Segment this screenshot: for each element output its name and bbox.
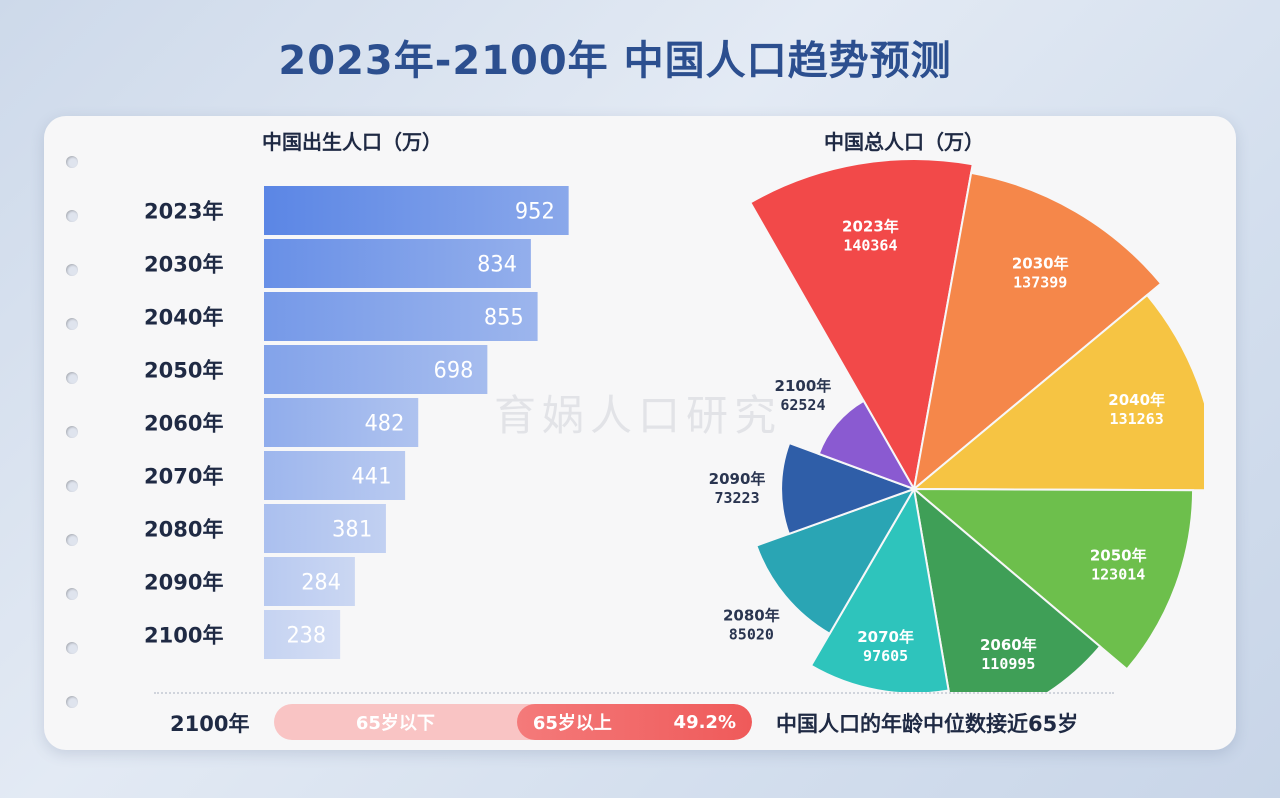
slice-year-label: 2100年 bbox=[775, 377, 832, 395]
slice-value-label: 131263 bbox=[1110, 410, 1164, 428]
bar bbox=[264, 610, 341, 659]
over-65-segment: 65岁以上 49.2% bbox=[516, 704, 752, 740]
over-65-share: 49.2% bbox=[673, 711, 736, 733]
rose-slice bbox=[755, 487, 917, 636]
bar-value-label: 834 bbox=[477, 253, 517, 278]
category-label: 2023年 bbox=[144, 200, 223, 224]
binder-hole bbox=[66, 588, 78, 600]
birth-bar-chart: 2023年 952 2030年 834 2040年 855 2050年 698 2060年 482… bbox=[144, 186, 569, 659]
bar bbox=[264, 451, 406, 500]
slice-value-label: 97605 bbox=[863, 647, 908, 665]
slice-year-label: 2050年 bbox=[1090, 546, 1147, 564]
category-label: 2030年 bbox=[144, 253, 223, 277]
pie-chart-title: 中国总人口（万） bbox=[824, 130, 984, 154]
slice-year-label: 2090年 bbox=[709, 470, 766, 488]
slice-year-label: 2030年 bbox=[1012, 255, 1069, 273]
chart-card: 中国出生人口（万） 中国总人口（万） 育娲人口研究 2023年 952 2030年 8… bbox=[44, 116, 1236, 750]
slice-value-label: 140364 bbox=[843, 236, 897, 254]
watermark: 育娲人口研究 bbox=[494, 391, 783, 440]
age-share-bar: 65岁以下 65岁以上 49.2% bbox=[274, 704, 752, 740]
bar-value-label: 441 bbox=[351, 465, 391, 490]
category-label: 2070年 bbox=[144, 465, 223, 489]
binder-hole bbox=[66, 426, 78, 438]
slice-value-label: 137399 bbox=[1013, 274, 1067, 292]
bar bbox=[264, 345, 488, 394]
rose-slice bbox=[912, 171, 1163, 492]
bar-chart-title: 中国出生人口（万） bbox=[262, 130, 442, 154]
category-label: 2100年 bbox=[144, 624, 223, 648]
slice-value-label: 62524 bbox=[780, 396, 825, 414]
binder-hole bbox=[66, 210, 78, 222]
binder-hole bbox=[66, 264, 78, 276]
binder-hole bbox=[66, 534, 78, 546]
bar bbox=[264, 239, 531, 288]
rose-slice bbox=[912, 486, 1102, 692]
footer-note: 中国人口的年龄中位数接近65岁 bbox=[776, 712, 1079, 736]
bar bbox=[264, 504, 386, 553]
bar-value-label: 855 bbox=[484, 306, 524, 331]
page-title: 2023年-2100年 中国人口趋势预测 bbox=[278, 38, 952, 84]
bar-value-label: 482 bbox=[364, 412, 404, 437]
bar-value-label: 698 bbox=[434, 359, 474, 384]
binder-hole bbox=[66, 642, 78, 654]
bar bbox=[264, 557, 355, 606]
under-65-segment: 65岁以下 bbox=[274, 704, 517, 740]
bar bbox=[264, 398, 419, 447]
rose-slice bbox=[780, 441, 917, 536]
binder-hole bbox=[66, 696, 78, 708]
category-label: 2050年 bbox=[144, 359, 223, 383]
slice-value-label: 110995 bbox=[981, 655, 1035, 673]
binder-hole bbox=[66, 156, 78, 168]
binder-hole bbox=[66, 480, 78, 492]
rose-slice bbox=[817, 399, 917, 491]
category-label: 2090年 bbox=[144, 571, 223, 595]
slice-value-label: 85020 bbox=[729, 625, 774, 643]
bar-value-label: 284 bbox=[301, 571, 341, 596]
slice-value-label: 123014 bbox=[1091, 565, 1145, 583]
slice-year-label: 2060年 bbox=[980, 636, 1037, 654]
divider bbox=[154, 692, 1114, 694]
rose-slice bbox=[809, 486, 950, 692]
under-65-label: 65岁以下 bbox=[355, 713, 435, 734]
bar bbox=[264, 292, 538, 341]
over-65-label: 65岁以上 bbox=[532, 713, 612, 734]
category-label: 2040年 bbox=[144, 306, 223, 330]
category-label: 2060年 bbox=[144, 412, 223, 436]
bar bbox=[264, 186, 569, 235]
rose-slice bbox=[748, 158, 974, 492]
slice-year-label: 2070年 bbox=[857, 628, 914, 646]
binder-hole bbox=[66, 372, 78, 384]
slice-year-label: 2080年 bbox=[723, 606, 780, 624]
rose-slice bbox=[911, 487, 1195, 671]
bar-value-label: 238 bbox=[286, 624, 326, 649]
category-label: 2080年 bbox=[144, 518, 223, 542]
binder-hole bbox=[66, 318, 78, 330]
slice-year-label: 2023年 bbox=[842, 217, 899, 235]
slice-value-label: 73223 bbox=[714, 489, 759, 507]
bar-value-label: 952 bbox=[515, 200, 555, 225]
footer-year: 2100年 bbox=[170, 712, 250, 736]
slice-year-label: 2040年 bbox=[1108, 391, 1165, 409]
rose-slice bbox=[911, 293, 1204, 492]
bar-value-label: 381 bbox=[332, 518, 372, 543]
